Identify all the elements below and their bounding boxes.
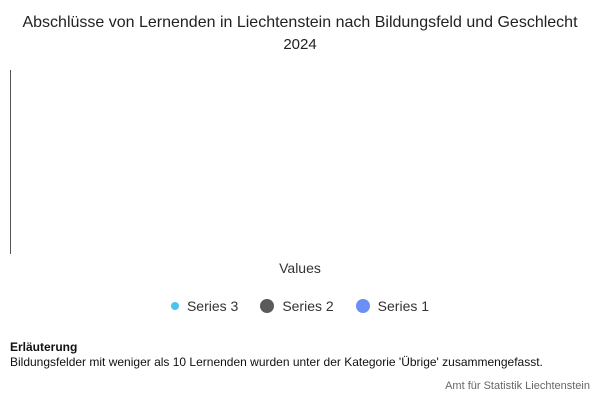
legend-item-series-2[interactable]: Series 2	[260, 298, 334, 314]
axis-title: Values	[279, 260, 321, 276]
chart-title: Abschlüsse von Lernenden in Liechtenstei…	[22, 14, 578, 31]
legend: Series 3 Series 2 Series 1	[0, 298, 600, 314]
credits[interactable]: Amt für Statistik Liechtenstein	[445, 380, 590, 392]
legend-label: Series 2	[282, 298, 334, 314]
legend-item-series-3[interactable]: Series 3	[170, 298, 239, 314]
chart-subtitle: 2024	[283, 36, 317, 53]
explanation-note: Erläuterung Bildungsfelder mit weniger a…	[10, 340, 590, 370]
note-text: Bildungsfelder mit weniger als 10 Lernen…	[10, 355, 543, 369]
note-title: Erläuterung	[10, 340, 78, 354]
legend-marker-icon	[355, 299, 370, 313]
legend-item-series-1[interactable]: Series 1	[355, 298, 430, 314]
legend-label: Series 3	[186, 298, 239, 314]
legend-marker-icon	[170, 302, 179, 310]
legend-label: Series 1	[377, 298, 430, 314]
legend-marker-icon	[260, 299, 275, 313]
